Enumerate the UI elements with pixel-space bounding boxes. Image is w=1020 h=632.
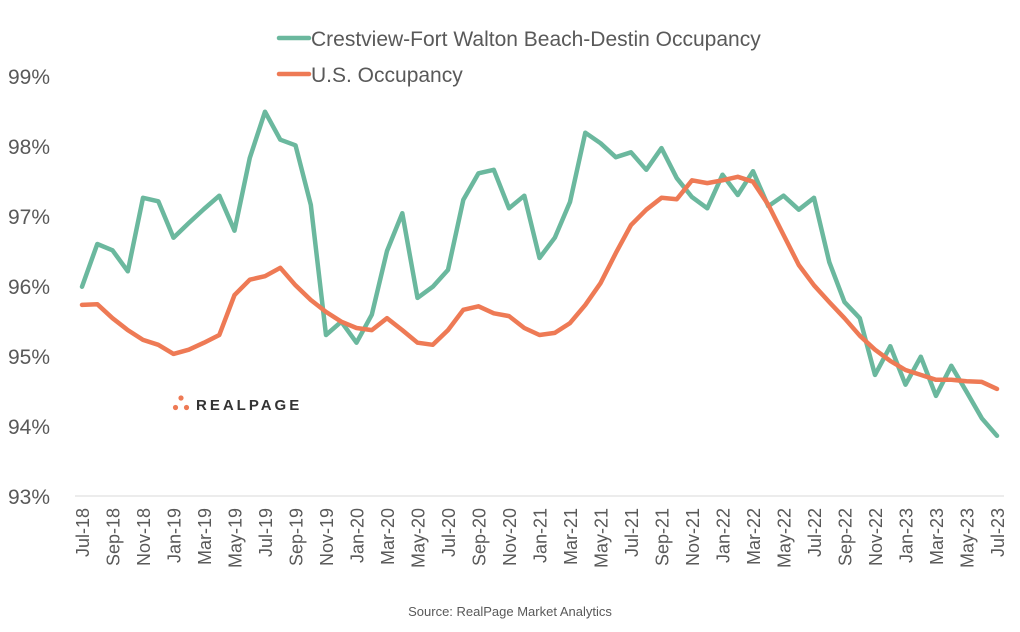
logo-text: REALPAGE [196,397,302,414]
logo-dot-icon [183,404,190,411]
x-tick-label: Sep-21 [653,508,673,566]
legend-label-crestview: Crestview-Fort Walton Beach-Destin Occup… [311,28,761,51]
y-tick-label: 96% [8,276,50,299]
x-tick-label: Sep-20 [470,508,490,566]
series-lines [79,109,1000,439]
x-tick-label: Mar-21 [561,508,581,565]
logo-dot-icon [172,404,179,411]
y-tick-label: 98% [8,136,50,159]
x-tick-label: Nov-18 [134,508,154,566]
y-tick-label: 97% [8,206,50,229]
x-tick-label: Jul-21 [622,508,642,557]
y-tick-label: 95% [8,346,50,369]
x-tick-label: May-23 [958,508,978,568]
y-axis: 93% 94% 95% 96% 97% 98% 99% [8,66,50,509]
x-tick-label: Sep-19 [287,508,307,566]
x-tick-label: Jan-19 [165,508,185,563]
realpage-logo: REALPAGE [172,395,302,414]
x-tick-label: Jul-20 [439,508,459,557]
x-tick-label: May-20 [409,508,429,568]
x-tick-label: Jan-22 [714,508,734,563]
x-tick-label: Sep-22 [836,508,856,566]
x-tick-label: Mar-20 [378,508,398,565]
x-tick-label: May-19 [226,508,246,568]
source-note: Source: RealPage Market Analytics [408,604,612,619]
x-tick-label: Jul-22 [805,508,825,557]
series-line-crestview [79,109,1000,439]
y-tick-label: 93% [8,486,50,509]
x-tick-label: Nov-22 [866,508,886,566]
x-tick-label: Nov-19 [317,508,337,566]
x-tick-label: Nov-20 [500,508,520,566]
logo-dot-icon [178,395,184,401]
y-tick-label: 99% [8,66,50,89]
x-tick-label: Jan-21 [531,508,551,563]
x-tick-label: Jul-23 [988,508,1008,557]
x-tick-label: Mar-19 [195,508,215,565]
x-tick-label: Nov-21 [683,508,703,566]
y-tick-label: 94% [8,416,50,439]
x-tick-label: Jan-20 [348,508,368,563]
x-tick-label: May-21 [592,508,612,568]
x-tick-label: Mar-22 [744,508,764,565]
x-tick-label: Jul-19 [256,508,276,557]
x-tick-label: Sep-18 [104,508,124,566]
legend-label-us: U.S. Occupancy [311,64,463,87]
x-tick-label: Jul-18 [73,508,93,557]
legend: Crestview-Fort Walton Beach-Destin Occup… [276,28,761,87]
x-axis: Jul-18 Sep-18 Nov-18 Jan-19 Mar-19 May-19 Jul-… [73,508,1008,568]
series-line-us [79,174,1000,392]
x-tick-label: Mar-23 [927,508,947,565]
x-tick-label: May-22 [775,508,795,568]
x-tick-label: Jan-23 [897,508,917,563]
